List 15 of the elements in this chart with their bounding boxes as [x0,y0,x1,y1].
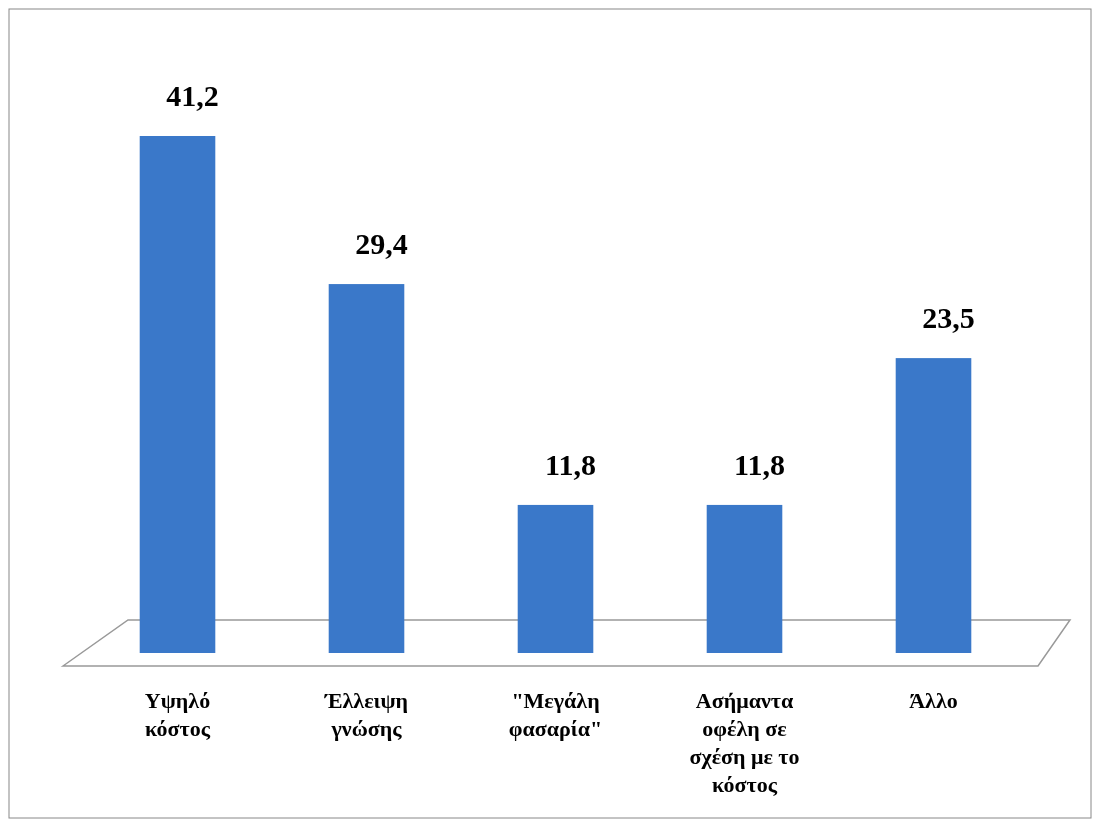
data-label: 29,4 [355,227,408,261]
bar [706,504,783,653]
x-tick-label: Έλλειψη γνώσης [323,688,409,741]
data-label: 11,8 [734,447,785,481]
x-tick-label: Άλλο [909,688,958,713]
data-label: 23,5 [922,301,975,335]
x-tick-label: Ασήμαντα οφέλη σε σχέση με το κόστος [689,688,800,797]
bar [139,136,216,653]
x-tick-label: Υψηλό κόστος [144,688,211,741]
bar [328,284,405,653]
x-tick-label: "Μεγάλη φασαρία" [508,688,603,741]
data-label: 11,8 [545,447,596,481]
bar [895,358,972,653]
data-label: 41,2 [166,79,219,112]
bar [517,504,594,653]
